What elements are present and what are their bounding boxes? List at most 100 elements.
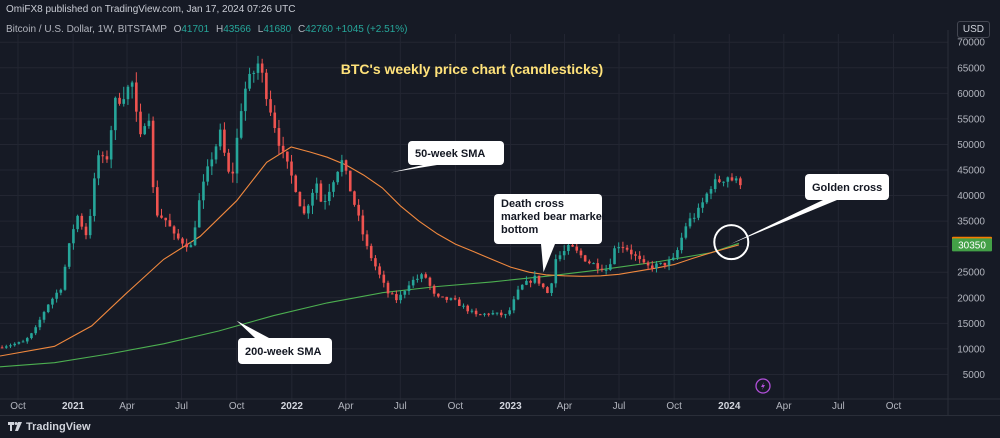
candle-body (374, 258, 377, 267)
candle-body (483, 313, 486, 315)
candle-body (458, 299, 461, 306)
x-tick-label: Oct (886, 401, 902, 412)
x-tick-label: 2023 (499, 401, 522, 412)
candle-body (160, 215, 163, 218)
candle-body (277, 128, 281, 146)
candle-body (554, 259, 558, 284)
candle-body (588, 261, 591, 264)
candle-body (369, 245, 373, 259)
candle-body (650, 265, 654, 269)
candle-body (269, 99, 272, 113)
candle-body (609, 264, 612, 270)
price-axis: 5000100001500020000250003000035000400004… (957, 38, 985, 381)
footer: TradingView (0, 415, 1000, 438)
candle-body (516, 289, 520, 300)
candle-body (390, 293, 394, 295)
close-label: C (297, 24, 306, 35)
candle-body (512, 299, 516, 311)
tradingview-logo-icon (8, 421, 22, 431)
candle-body (437, 293, 440, 297)
candle-body (432, 285, 436, 294)
candle-body (508, 310, 511, 315)
candle-body (449, 298, 453, 300)
candle-body (378, 266, 381, 275)
candle-body (466, 305, 470, 312)
candle-body (156, 187, 159, 216)
candle-body (407, 285, 411, 292)
x-tick-label: 2021 (62, 401, 85, 412)
header: OmiFX8 published on TradingView.com, Jan… (0, 0, 1000, 38)
tradingview-brand[interactable]: TradingView (8, 421, 91, 433)
candle-body (126, 86, 130, 100)
y-tick-label: 55000 (957, 114, 985, 125)
candle-body (634, 254, 637, 256)
publisher-line: OmiFX8 published on TradingView.com, Jan… (6, 4, 296, 15)
candle-body (579, 250, 583, 256)
candle-body (340, 160, 344, 172)
candle-body (487, 313, 490, 315)
candle-body (143, 126, 147, 135)
candle-body (298, 191, 302, 207)
candle-body (701, 202, 704, 208)
candle-body (260, 63, 264, 73)
candle-body (541, 283, 545, 288)
candle-body (453, 298, 457, 300)
candle-body (290, 161, 293, 176)
candle-body (72, 229, 75, 244)
candle-body (181, 238, 184, 244)
candle-body (252, 72, 256, 74)
candle-body (265, 72, 268, 100)
candle-body (663, 262, 667, 266)
candle-body (202, 181, 205, 201)
candle-body (353, 191, 356, 205)
candle-body (533, 275, 537, 283)
y-tick-label: 60000 (957, 89, 985, 100)
candle-body (80, 215, 84, 227)
candle-body (424, 274, 428, 278)
x-tick-label: Oct (448, 401, 464, 412)
callout-text: 50-week SMA (415, 148, 485, 160)
candle-body (51, 298, 54, 305)
x-tick-label: Oct (666, 401, 682, 412)
candle-body (235, 137, 239, 174)
candle-body (411, 279, 415, 286)
candle-body (621, 247, 625, 249)
candle-body (55, 292, 58, 299)
golden-cross-circle (713, 224, 750, 261)
callout-pointer (541, 244, 555, 273)
callout-box (238, 338, 332, 364)
y-tick-label: 65000 (957, 63, 985, 74)
candle-body (558, 255, 562, 260)
open-label: O (173, 24, 182, 35)
candle-body (655, 263, 658, 269)
candle-body (319, 183, 323, 202)
callout-text: 200-week SMA (245, 346, 321, 358)
candle-body (575, 246, 579, 251)
candle-body (13, 343, 16, 346)
price-badges: 3066430350 (952, 236, 992, 252)
candle-body (135, 82, 138, 112)
high-value: 43566 (223, 24, 251, 35)
callout-text: Death cross (501, 198, 564, 210)
candle-body (294, 175, 298, 192)
candle-body (151, 120, 155, 188)
candle-body (537, 275, 541, 284)
high-label: H (215, 24, 224, 35)
candle-body (248, 73, 251, 89)
x-tick-label: 2024 (718, 401, 741, 412)
candle-body (688, 218, 692, 227)
candle-body (428, 277, 432, 286)
candle-body (529, 280, 532, 283)
y-tick-label: 5000 (963, 370, 986, 381)
lightning-icon[interactable] (755, 378, 771, 394)
candle-body (709, 189, 713, 194)
callout-text: bottom (501, 224, 538, 236)
candle-body (109, 130, 113, 160)
currency-button[interactable]: USD (956, 21, 990, 38)
x-tick-label: Jul (394, 401, 407, 412)
candle-body (67, 243, 71, 267)
x-tick-label: Jul (613, 401, 626, 412)
candle-body (567, 245, 570, 252)
candle-body (491, 313, 495, 315)
